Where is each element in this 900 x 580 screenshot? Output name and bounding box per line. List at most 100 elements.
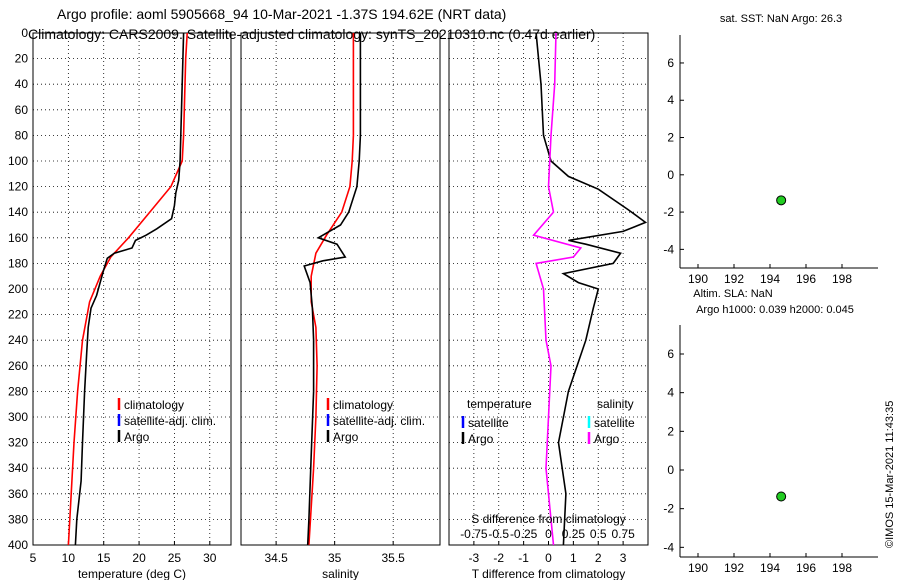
difference-panel: -3 -2 -1 0 1 2 3 T difference from climatology S… [448,32,649,580]
depth-tick-label: 360 [8,487,28,501]
sst-ytick-label: -4 [663,242,674,256]
difference-xtick-label: 3 [620,551,627,565]
sla-xtick-label: 192 [724,561,744,575]
temperature-legend-label: climatology [124,398,184,412]
header-line1: Argo profile: aoml 5905668_94 10-Mar-202… [57,6,506,22]
sst-ytick-label: 4 [667,93,674,107]
sst-xtick-label: 198 [832,272,852,286]
temperature-series-argo [74,32,185,546]
difference-legend-title: salinity [597,397,634,411]
salinity-axes [240,32,441,546]
depth-tick-label: 120 [8,180,28,194]
difference-xtick-label: 2 [595,551,602,565]
difference-xtick-label: -1 [518,551,529,565]
salinity-panel: 34.5 35 35.5 salinity climatology satellite-a… [240,32,441,580]
depth-tick-label: 300 [8,410,28,424]
difference-stick-label: 0 [545,527,552,541]
difference-legend-label: satellite [468,416,509,430]
salinity-legend-label: satellite-adj. clim. [333,414,425,428]
difference-xtick-label: 0 [545,551,552,565]
sst-point [776,195,787,206]
difference-legend-label: Argo [594,432,620,446]
difference-stick-label: 0.5 [590,527,607,541]
sla-ytick-label: -2 [663,502,674,516]
difference-stick-label: 0.25 [562,527,586,541]
sla-point [776,491,787,502]
salinity-xlabel: salinity [322,567,359,580]
sst-ytick-label: 0 [667,168,674,182]
temperature-xtick-label: 25 [168,551,182,565]
salinity-legend-label: climatology [333,398,393,412]
depth-tick-label: 200 [8,282,28,296]
difference-stick-label: -0.75 [460,527,488,541]
sla-panel: -4 -2 0 2 4 6 190 192 194 196 198 Altim. SLA: NaN Ar… [663,288,878,575]
difference-series-t-argo---clim [535,32,648,546]
sla-ytick-label: 4 [667,386,674,400]
temperature-legend-label: Argo [124,430,150,444]
sst-xtick-label: 194 [760,272,780,286]
depth-tick-label: 220 [8,308,28,322]
depth-tick-label: 60 [15,103,29,117]
sla-ytick-label: 6 [667,347,674,361]
sst-xtick-label: 192 [724,272,744,286]
sla-ytick-label: -4 [663,540,674,554]
sla-xtick-label: 198 [832,561,852,575]
difference-legend-title: temperature [467,397,532,411]
sst-ytick-label: 2 [667,131,674,145]
salinity-xtick-label: 35 [328,551,342,565]
difference-xlabel: T difference from climatology [472,567,626,580]
depth-tick-label: 320 [8,436,28,450]
depth-tick-label: 280 [8,384,28,398]
difference-stick-label: 0.75 [611,527,635,541]
depth-tick-label: 160 [8,231,28,245]
sla-subtitle: Argo h1000: 0.039 h2000: 0.045 [696,304,854,316]
temperature-legend-label: satellite-adj. clim. [124,414,216,428]
temperature-xtick-label: 5 [30,551,37,565]
difference-stick-label: -0.25 [510,527,538,541]
sla-xtick-label: 190 [688,561,708,575]
depth-tick-label: 260 [8,359,28,373]
salinity-series-argo [303,33,362,546]
salinity-xtick-label: 35.5 [381,551,405,565]
depth-tick-label: 20 [15,52,29,66]
sla-xtick-label: 196 [796,561,816,575]
temperature-xlabel: temperature (deg C) [78,567,186,580]
temperature-panel: 5 10 15 20 25 30 temperature (deg C) climatolog… [30,32,232,580]
header-line2: Climatology: CARS2009. Satellite-adjuste… [28,26,595,42]
difference-stick-label: -0.5 [488,527,509,541]
sst-xtick-label: 190 [688,272,708,286]
sla-ytick-label: 0 [667,463,674,477]
difference-xtick-label: -2 [493,551,504,565]
depth-tick-label: 80 [15,128,29,142]
salinity-legend-label: Argo [333,430,359,444]
sst-ytick-label: -2 [663,205,674,219]
salinity-xtick-label: 34.5 [264,551,288,565]
sla-xtick-label: 194 [760,561,780,575]
side-stamp: ©IMOS 15-Mar-2021 11:43:35 [884,401,896,548]
temperature-xtick-label: 15 [97,551,111,565]
sst-xtick-label: 196 [796,272,816,286]
sst-panel: -4 -2 0 2 4 6 190 192 194 196 198 sat. SST: NaN Arg… [663,13,878,286]
depth-tick-label: 180 [8,256,28,270]
depth-tick-label: 140 [8,205,28,219]
difference-legend-label: satellite [594,416,635,430]
sst-title: sat. SST: NaN Argo: 26.3 [720,13,842,25]
sla-ytick-label: 2 [667,424,674,438]
depth-tick-label: 380 [8,512,28,526]
difference-series-s-argo---clim [532,32,583,546]
difference-xtick-label: 1 [570,551,577,565]
depth-tick-label: 340 [8,461,28,475]
depth-tick-label: 40 [15,77,29,91]
salinity-series-climatology [308,33,355,546]
temperature-xtick-label: 10 [62,551,76,565]
difference-legend-label: Argo [468,432,494,446]
difference-xtick-label: -3 [469,551,480,565]
temperature-series-climatology [67,32,188,546]
sla-title: Altim. SLA: NaN [693,288,773,300]
difference-xlabel2: S difference from climatology [471,512,626,526]
depth-tick-label: 400 [8,538,28,552]
depth-tick-label: 0 [21,26,28,40]
depth-tick-label: 100 [8,154,28,168]
